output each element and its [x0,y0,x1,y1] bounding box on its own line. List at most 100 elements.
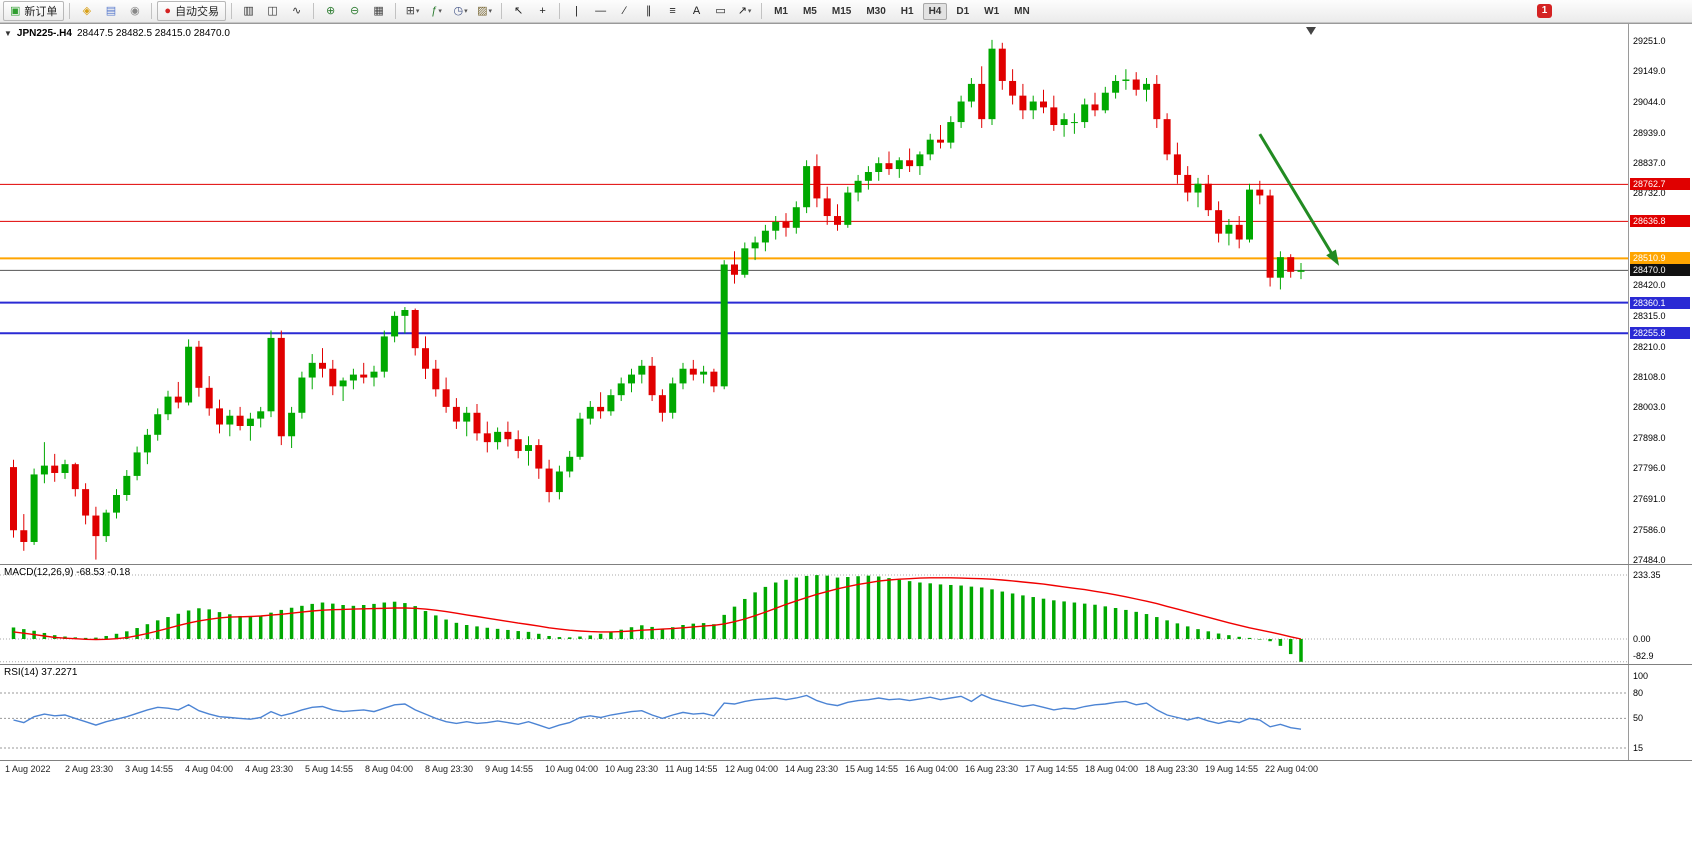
toolbar-separator [231,3,233,19]
time-axis-label: 22 Aug 04:00 [1265,764,1319,774]
zoom-out-button[interactable]: ⊖ [343,1,366,21]
time-axis-label: 1 Aug 2022 [5,764,51,774]
price-axis-tick: 28939.0 [1633,127,1666,138]
toolbar-separator [761,3,763,19]
time-axis-label: 16 Aug 23:30 [965,764,1019,774]
text-label-button[interactable]: ▭ [709,1,732,21]
timeframe-button-d1[interactable]: D1 [956,5,970,17]
tile-windows-button[interactable]: ▦ [367,1,390,21]
price-axis-tick: 29149.0 [1633,65,1666,76]
price-axis-tick: 27586.0 [1633,524,1666,535]
price-axis-tick: 28837.0 [1633,157,1666,168]
channel-button[interactable]: ∥ [637,1,660,21]
time-axis-label: 18 Aug 04:00 [1085,764,1139,774]
rsi-axis-tick: 15 [1633,743,1644,753]
chart-shift-marker-icon[interactable] [1306,27,1316,35]
new-order-button-label: 新订单 [24,6,58,18]
rsi-indicator-label: RSI(14) 37.2271 [4,667,78,678]
time-axis[interactable]: 1 Aug 2022 2 Aug 23:30 3 Aug 14:55 4 Aug 04… [0,760,1692,779]
text-button[interactable]: A [685,1,708,21]
indicators-button[interactable]: ƒ ▾ [425,1,448,21]
price-axis-tick: 28315.0 [1633,310,1666,321]
timeframe-button-mn[interactable]: MN [1014,5,1030,17]
channel-icon: ∥ [645,4,652,17]
fibonacci-button[interactable]: ≡ [661,1,684,21]
timeframe-button-h4[interactable]: H4 [922,2,948,20]
crosshair-button[interactable]: + [531,1,554,21]
timeframe-button-m30[interactable]: M30 [866,5,886,17]
price-line-badge: 28360.1 [1630,296,1690,309]
price-axis-tick: 28420.0 [1633,280,1666,291]
timeframe-button-m1[interactable]: M1 [774,5,788,17]
trend-arrow-annotation[interactable] [1258,133,1339,264]
toolbar-separator [313,3,315,19]
price-line-badge: 28510.9 [1630,252,1690,265]
timeframe-button-w1[interactable]: W1 [984,5,1000,17]
dropdown-caret-icon: ▾ [415,8,420,15]
time-axis-label: 11 Aug 14:55 [665,764,718,774]
trend-arrow-head-icon [1326,249,1340,266]
rsi-chart-canvas[interactable] [0,665,1629,760]
periods-button[interactable]: ◷ ▾ [449,1,472,21]
timeframe-button-h1[interactable]: H1 [900,5,914,17]
periods-icon: ◷ [453,4,464,17]
metaeditor-button[interactable]: ◈ [75,1,98,21]
price-pane: ▼ JPN225-.H4 28447.5 28482.5 28415.0 284… [0,23,1692,565]
rsi-axis[interactable]: 100 80 50 15 [1628,665,1692,760]
time-axis-label: 3 Aug 14:55 [125,764,174,774]
arrows-icon: ↗ [737,4,747,17]
timeframe-button-m5[interactable]: M5 [802,5,817,17]
community-button[interactable]: ◉ [123,1,146,21]
price-chart-canvas[interactable] [0,24,1629,564]
vertical-line-button[interactable]: | [565,1,588,21]
horizontal-line-button[interactable]: ― [589,1,612,21]
price-line-badge: 28762.7 [1630,178,1690,191]
macd-axis-tick: 233.35 [1633,570,1661,580]
dropdown-caret-icon: ▾ [488,8,493,15]
bottom-filler [0,779,1692,845]
rsi-pane: RSI(14) 37.2271 100 80 50 15 [0,664,1692,760]
toolbar-separator [69,3,71,19]
candlestick-chart-type-button[interactable]: ◫ [261,1,284,21]
zoom-in-button[interactable]: ⊕ [319,1,342,21]
price-axis-tick: 27691.0 [1633,494,1666,505]
tile-windows-icon: ▦ [373,4,384,17]
rsi-axis-tick: 100 [1633,671,1649,681]
chart-profile-button[interactable]: ▤ [99,1,122,21]
macd-axis-tick: 0.00 [1633,634,1651,644]
time-axis-label: 18 Aug 23:30 [1145,764,1199,774]
autotrading-icon: ● [164,4,172,17]
templates-button[interactable]: ▨ ▾ [473,1,496,21]
macd-indicator-label: MACD(12,26,9) -68.53 -0.18 [4,567,131,578]
new-order-button[interactable]: ▣ 新订单 [3,1,65,21]
bar-chart-type-button[interactable]: ▥ [237,1,260,21]
time-axis-label: 8 Aug 23:30 [425,764,474,774]
chart-profile-icon: ▤ [105,4,117,17]
time-axis-label: 10 Aug 23:30 [605,764,659,774]
templates-icon: ▨ [477,4,488,17]
autotrading-button[interactable]: ● 自动交易 [157,1,227,21]
time-axis-label: 4 Aug 23:30 [245,764,294,774]
new-chart-button[interactable]: ⊞ ▾ [401,1,424,21]
rsi-axis-tick: 50 [1633,713,1644,724]
line-chart-type-button[interactable]: ∿ [285,1,308,21]
trendline-button[interactable]: ∕ [613,1,636,21]
toolbar-separator [395,3,397,19]
macd-histogram-series [11,575,1303,662]
macd-axis[interactable]: 233.35 0.00 -82.9 [1628,565,1692,664]
timeframe-button-m15[interactable]: M15 [831,5,852,17]
cursor-button[interactable]: ↖ [507,1,530,21]
rsi-line [13,693,1302,730]
chart-ohlc-values: 28447.5 28482.5 28415.0 28470.0 [76,28,230,39]
time-axis-label: 5 Aug 14:55 [305,764,354,774]
time-axis-label: 12 Aug 04:00 [725,764,779,774]
macd-chart-canvas[interactable] [0,565,1629,664]
price-axis[interactable]: 29251.0 29149.0 29044.0 28939.0 28837.0 28732… [1628,24,1692,565]
price-axis-tick: 28108.0 [1633,371,1666,382]
alert-indicator[interactable]: 1 [1537,4,1552,18]
one-click-trading-toggle-icon[interactable]: ▼ [4,29,12,38]
toolbar-separator [151,3,153,19]
arrows-button[interactable]: ↗ ▾ [733,1,756,21]
candlestick-icon: ◫ [267,4,278,17]
price-line-badge: 28636.8 [1630,215,1690,228]
